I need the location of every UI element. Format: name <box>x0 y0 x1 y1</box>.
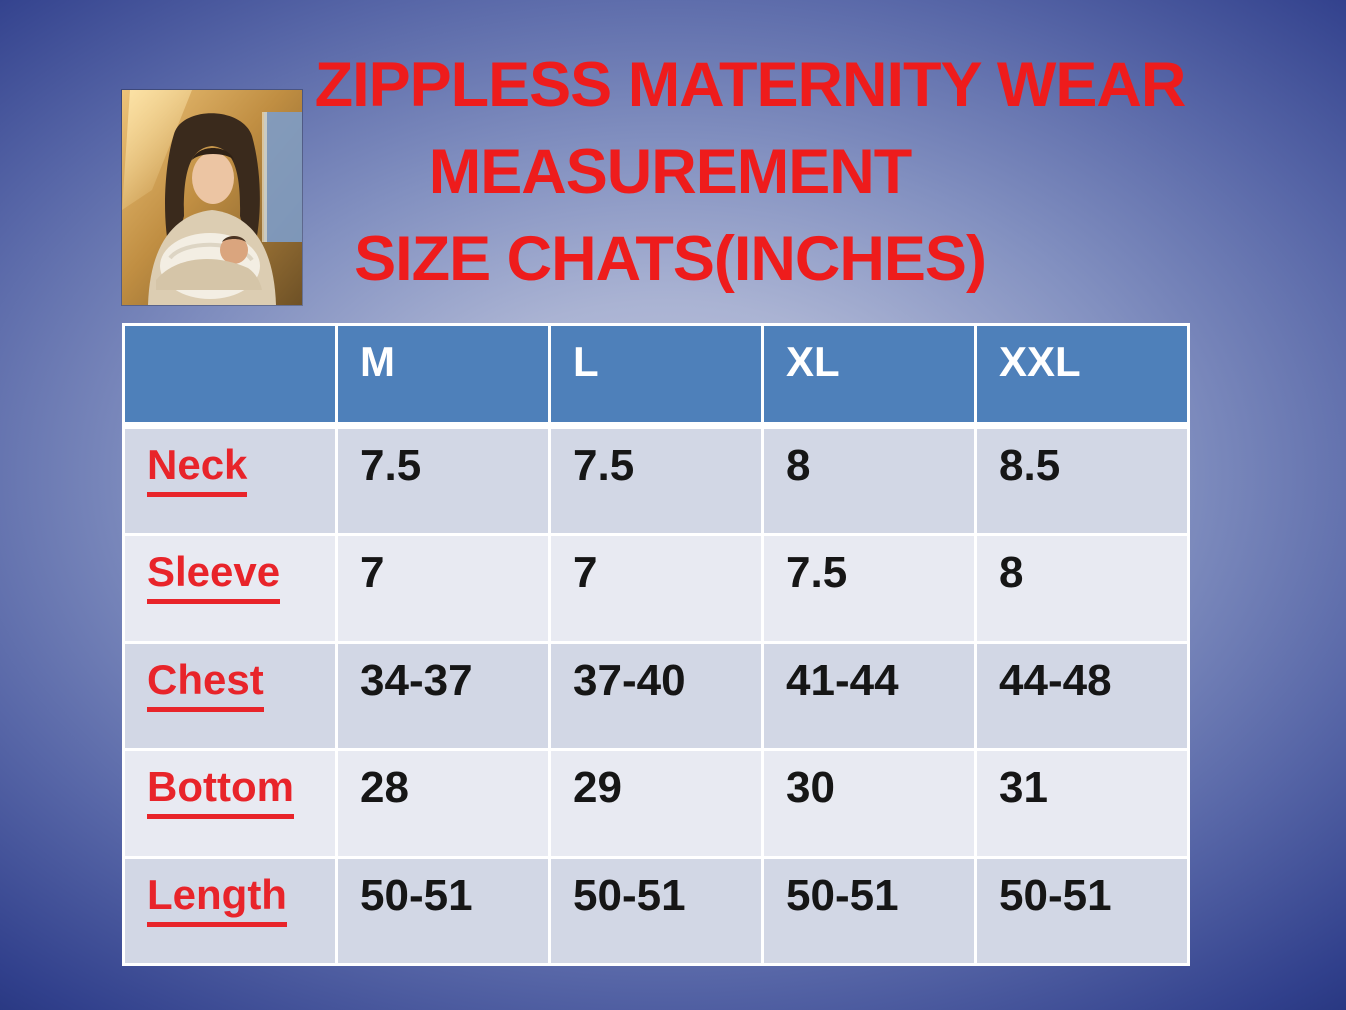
title-line-3: SIZE CHATS(INCHES) <box>354 224 987 294</box>
row-label-text: Length <box>147 872 287 927</box>
table-cell: 30 <box>764 751 974 856</box>
row-label-text: Bottom <box>147 765 294 820</box>
table-row-neck: Neck 7.5 7.5 8 8.5 <box>125 429 1187 534</box>
table-cell: 50-51 <box>764 858 974 963</box>
page-title: ZIPPLESS MATERNITY WEAR MEASUREMENT SIZE… <box>300 42 1200 303</box>
table-cell: 50-51 <box>551 858 761 963</box>
row-label-text: Chest <box>147 657 264 712</box>
table-row-length: Length 50-51 50-51 50-51 50-51 <box>125 858 1187 963</box>
row-label-text: Neck <box>147 442 248 498</box>
table-cell: 7.5 <box>551 429 761 534</box>
size-chart-table: M L XL XXL Neck 7.5 7.5 8 8.5 Sleeve 7 7… <box>122 323 1190 966</box>
header-cell-xl: XL <box>764 326 974 426</box>
table-cell: 50-51 <box>977 858 1187 963</box>
table-row-sleeve: Sleeve 7 7 7.5 8 <box>125 536 1187 641</box>
header-cell-l: L <box>551 326 761 426</box>
row-label-text: Sleeve <box>147 550 281 605</box>
table-cell: 28 <box>338 751 548 856</box>
mother-baby-photo <box>122 90 302 305</box>
row-label-bottom: Bottom <box>125 751 335 856</box>
table-cell: 41-44 <box>764 643 974 749</box>
row-label-length: Length <box>125 858 335 963</box>
table-cell: 8.5 <box>977 429 1187 534</box>
header-cell-xxl: XXL <box>977 326 1187 426</box>
mother-baby-photo-illustration <box>122 90 302 305</box>
row-label-sleeve: Sleeve <box>125 536 335 641</box>
table-cell: 8 <box>977 536 1187 641</box>
table-cell: 29 <box>551 751 761 856</box>
table-cell: 50-51 <box>338 858 548 963</box>
table-cell: 31 <box>977 751 1187 856</box>
header-cell-m: M <box>338 326 548 426</box>
row-label-neck: Neck <box>125 429 335 534</box>
table-cell: 7 <box>551 536 761 641</box>
table-cell: 44-48 <box>977 643 1187 749</box>
table-cell: 8 <box>764 429 974 534</box>
title-line-1: ZIPPLESS MATERNITY WEAR <box>314 50 1187 120</box>
table-cell: 7 <box>338 536 548 641</box>
table-cell: 7.5 <box>764 536 974 641</box>
table-cell: 7.5 <box>338 429 548 534</box>
row-label-chest: Chest <box>125 643 335 749</box>
table-cell: 34-37 <box>338 643 548 749</box>
table-cell: 37-40 <box>551 643 761 749</box>
table-header-row: M L XL XXL <box>125 326 1187 426</box>
table-row-bottom: Bottom 28 29 30 31 <box>125 751 1187 856</box>
title-line-2: MEASUREMENT <box>428 137 913 207</box>
table-row-chest: Chest 34-37 37-40 41-44 44-48 <box>125 643 1187 749</box>
header-cell-empty <box>125 326 335 426</box>
